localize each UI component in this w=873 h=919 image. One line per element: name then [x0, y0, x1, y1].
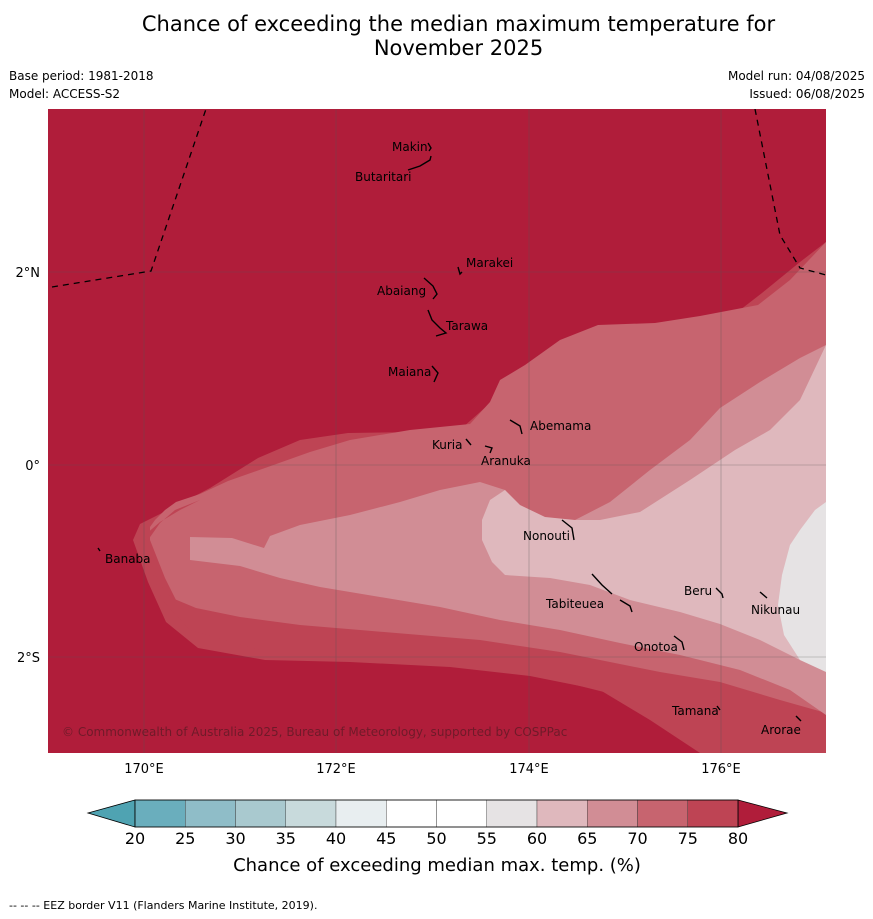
colorbar-tick-label: 55 [477, 829, 497, 848]
label-tabiteuea: Tabiteuea [545, 597, 604, 611]
colorbar-bins [134, 799, 739, 828]
islands [97, 142, 802, 722]
label-abemama: Abemama [530, 419, 591, 433]
band-55-60 [778, 502, 826, 672]
colorbar-bin [486, 799, 538, 828]
label-aranuka: Aranuka [481, 454, 531, 468]
title-line-2: November 2025 [373, 36, 544, 60]
aranuka-island [484, 445, 493, 454]
longitude-labels: 170°E 172°E 174°E 176°E [124, 762, 741, 777]
onotoa-island [673, 635, 685, 651]
latitude-labels: 2°N 0° 2°S [16, 266, 41, 666]
butaritari-island [407, 155, 432, 171]
eez-footnote: -- -- -- EEZ border V11 (Flanders Marine… [9, 899, 318, 912]
tarawa-island [427, 309, 448, 337]
colorbar-bin [587, 799, 638, 828]
label-makin: Makin [392, 140, 428, 154]
title-line-1: Chance of exceeding the median maximum t… [141, 12, 776, 36]
colorbar-tick-label: 45 [376, 829, 396, 848]
colorbar-bin [687, 799, 739, 828]
colorbar-tick-label: 75 [678, 829, 698, 848]
colorbar-extend-low [86, 799, 136, 828]
colorbar-tick-label: 35 [276, 829, 296, 848]
colorbar-tick-label: 60 [527, 829, 547, 848]
colorbar-extend-high [737, 799, 789, 828]
label-marakei: Marakei [466, 256, 513, 270]
colorbar-tick-label: 20 [125, 829, 145, 848]
colorbar-bin [637, 799, 688, 828]
map-title: Chance of exceeding the median maximum t… [0, 12, 873, 60]
graticule [48, 109, 826, 753]
lat-label-2s: 2°S [17, 651, 40, 666]
band-60-65 [482, 262, 826, 670]
label-onotoa: Onotoa [634, 640, 678, 654]
label-beru: Beru [684, 584, 712, 598]
kuria-island [465, 438, 472, 446]
label-nonouti: Nonouti [523, 529, 570, 543]
colorbar-title: Chance of exceeding median max. temp. (%… [233, 855, 641, 876]
colorbar: 20 25 30 35 40 45 50 55 60 65 70 75 80 Chance of exc… [86, 799, 789, 876]
band-75-80-lower [145, 492, 826, 753]
tabiteuea-island [591, 573, 613, 595]
tamana-island [716, 705, 721, 711]
meta-left: Base period: 1981-2018 Model: ACCESS-S2 [9, 67, 154, 103]
model-run: Model run: 04/08/2025 [727, 69, 865, 83]
copyright-notice: © Commonwealth of Australia 2025, Bureau… [62, 725, 567, 739]
label-kuria: Kuria [432, 438, 463, 452]
colorbar-tick-label: 30 [225, 829, 245, 848]
colorbar-bin [235, 799, 286, 828]
tabiteuea-south-island [619, 599, 633, 613]
lon-label-172: 172°E [316, 762, 356, 777]
colorbar-tick-label: 70 [627, 829, 647, 848]
banaba-island [97, 547, 101, 552]
marakei-island [457, 266, 463, 276]
nonouti-island [561, 519, 575, 541]
label-tarawa: Tarawa [445, 319, 488, 333]
colorbar-ticks: 20 25 30 35 40 45 50 55 60 65 70 75 80 [125, 829, 748, 848]
arorae-island [795, 715, 802, 722]
lon-label-174: 174°E [509, 762, 549, 777]
abemama-island [509, 419, 523, 435]
lat-label-0: 0° [25, 459, 40, 474]
abaiang-island [423, 277, 438, 300]
island-labels: Makin Butaritari Marakei Abaiang Tarawa … [105, 140, 801, 737]
label-abaiang: Abaiang [377, 284, 426, 298]
nikunau-island [759, 591, 768, 599]
colorbar-tick-label: 65 [577, 829, 597, 848]
colorbar-bin [185, 799, 236, 828]
label-maiana: Maiana [388, 365, 431, 379]
lat-label-2n: 2°N [16, 266, 41, 281]
model-name: Model: ACCESS-S2 [9, 87, 121, 101]
colorbar-bin [436, 799, 487, 828]
label-arorae: Arorae [761, 723, 801, 737]
map-area: Makin Butaritari Marakei Abaiang Tarawa … [48, 109, 826, 753]
base-period: Base period: 1981-2018 [9, 69, 154, 83]
colorbar-bin [536, 799, 588, 828]
label-banaba: Banaba [105, 552, 151, 566]
colorbar-tick-label: 25 [175, 829, 195, 848]
colorbar-bin [335, 799, 387, 828]
colorbar-bin [386, 799, 437, 828]
label-tamana: Tamana [671, 704, 719, 718]
meta-right: Model run: 04/08/2025 Issued: 06/08/2025 [728, 67, 865, 103]
lon-label-170: 170°E [124, 762, 164, 777]
colorbar-tick-label: 40 [326, 829, 346, 848]
colorbar-tick-label: 80 [728, 829, 748, 848]
lon-label-176: 176°E [701, 762, 741, 777]
colorbar-tick-label: 50 [426, 829, 446, 848]
maiana-island [431, 365, 439, 383]
eez-border [51, 109, 826, 288]
label-butaritari: Butaritari [355, 170, 412, 184]
colorbar-bin [134, 799, 186, 828]
beru-island [715, 587, 724, 599]
makin-island [427, 142, 432, 152]
issued-date: Issued: 06/08/2025 [749, 87, 865, 101]
label-nikunau: Nikunau [751, 603, 800, 617]
colorbar-bin [285, 799, 337, 828]
colorbar-frame [134, 799, 739, 828]
